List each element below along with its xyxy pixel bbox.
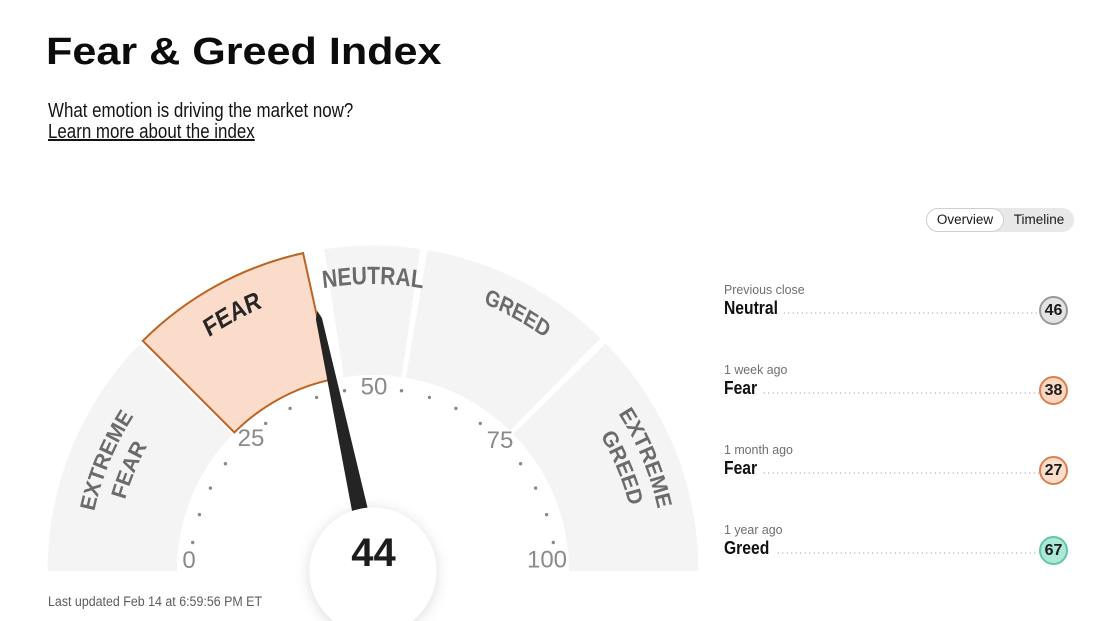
svg-text:25: 25 <box>238 425 265 452</box>
svg-text:50: 50 <box>361 374 388 401</box>
svg-text:0: 0 <box>182 547 195 574</box>
svg-text:NEUTRAL: NEUTRAL <box>321 261 426 293</box>
svg-text:44: 44 <box>351 531 396 575</box>
svg-text:75: 75 <box>487 427 514 454</box>
svg-text:100: 100 <box>527 547 567 574</box>
